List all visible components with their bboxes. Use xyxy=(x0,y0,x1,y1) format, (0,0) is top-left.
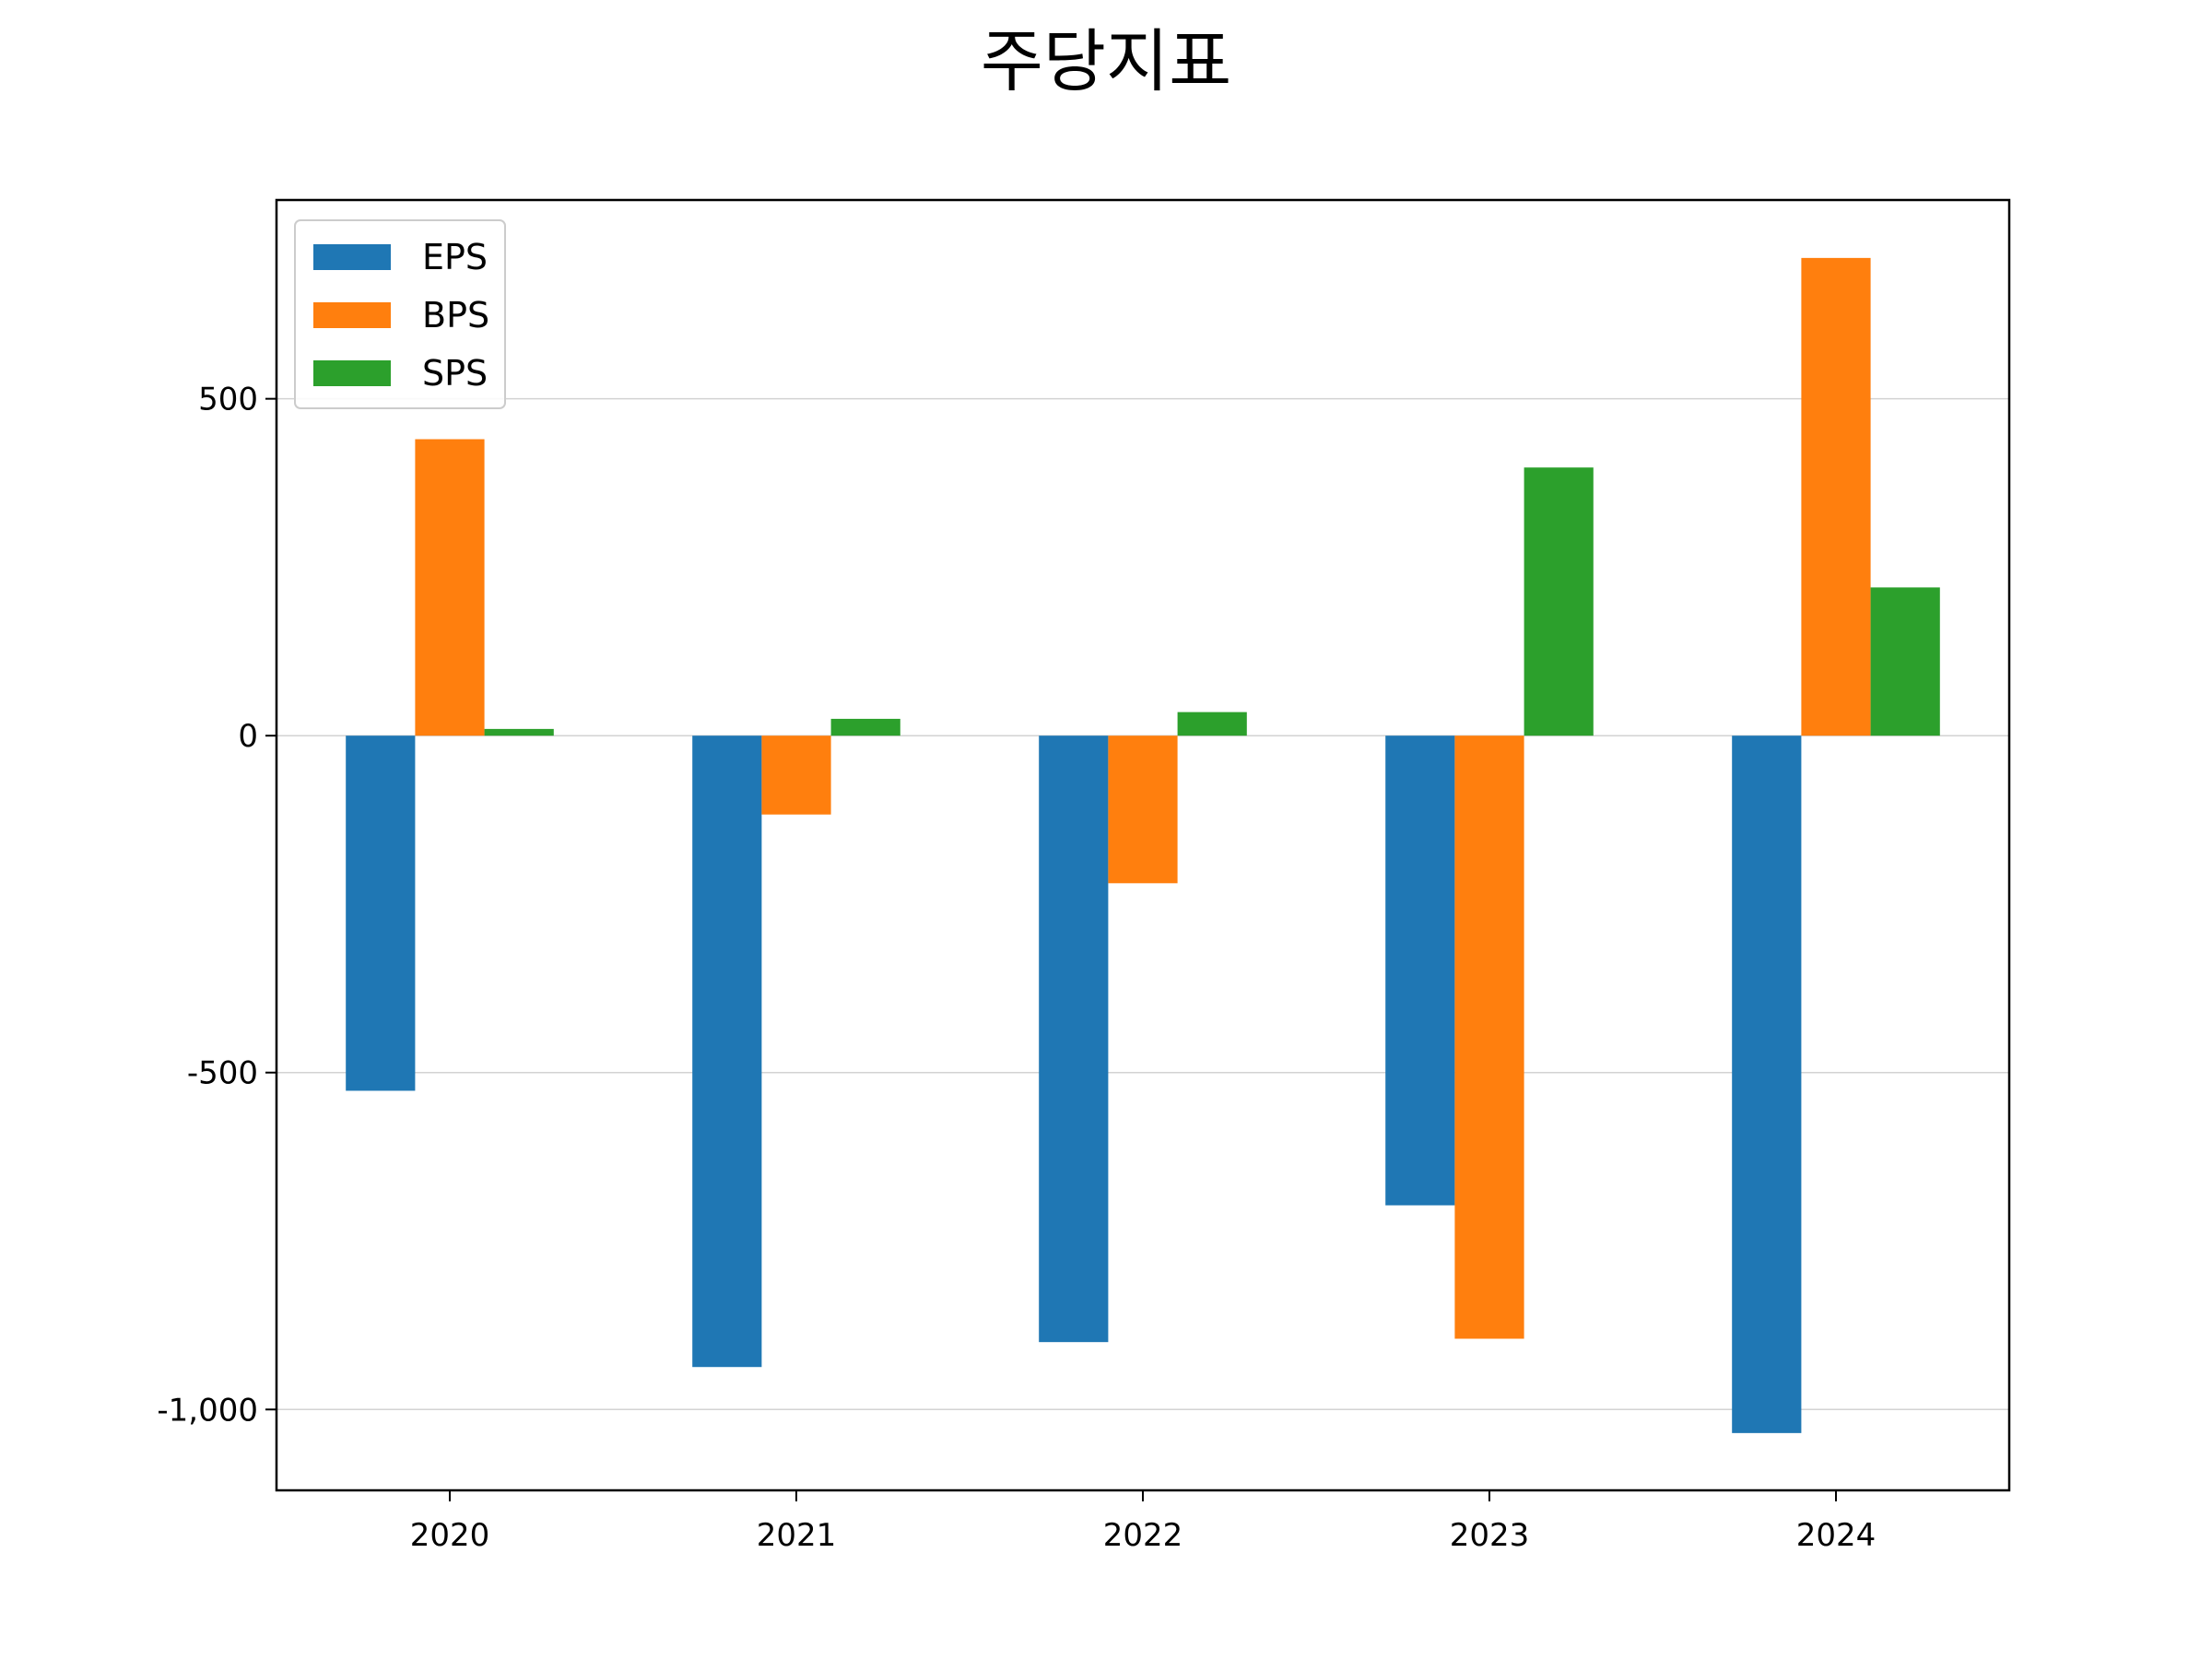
x-tick-label: 2023 xyxy=(1450,1517,1530,1554)
x-axis: 2020 2021 2022 2023 2024 xyxy=(410,1490,1877,1554)
legend-swatch-sps xyxy=(313,360,391,386)
bar-bps-2024 xyxy=(1801,257,1871,736)
bar-sps-2024 xyxy=(1870,587,1940,736)
bar-sps-2021 xyxy=(830,718,900,736)
y-tick-label: 500 xyxy=(198,382,258,418)
y-tick-label: 0 xyxy=(238,718,258,755)
x-tick-label: 2024 xyxy=(1796,1517,1877,1554)
bar-sps-2022 xyxy=(1177,712,1247,736)
bar-eps-2021 xyxy=(692,735,762,1368)
bar-eps-2024 xyxy=(1732,735,1802,1433)
bar-bps-2022 xyxy=(1108,735,1178,884)
grid-lines xyxy=(276,397,2009,1411)
chart-title: 주당지표 xyxy=(981,22,1231,101)
bars xyxy=(346,257,1940,1433)
legend-swatch-eps xyxy=(313,244,391,270)
legend-label-bps: BPS xyxy=(422,295,489,335)
legend-label-sps: SPS xyxy=(422,353,488,394)
bar-sps-2023 xyxy=(1524,467,1594,736)
y-tick-label: -1,000 xyxy=(157,1392,258,1429)
bar-eps-2020 xyxy=(346,735,416,1091)
bar-eps-2023 xyxy=(1385,735,1455,1206)
bar-sps-2020 xyxy=(484,728,554,736)
legend-label-eps: EPS xyxy=(422,237,488,277)
legend-swatch-bps xyxy=(313,302,391,328)
y-axis: 500 0 -500 -1,000 xyxy=(157,382,276,1429)
y-tick-label: -500 xyxy=(187,1055,258,1092)
legend: EPS BPS SPS xyxy=(294,219,506,409)
bar-bps-2021 xyxy=(761,735,831,815)
bar-eps-2022 xyxy=(1039,735,1109,1343)
bar-bps-2023 xyxy=(1454,735,1524,1339)
x-tick-label: 2020 xyxy=(410,1517,490,1554)
bar-bps-2020 xyxy=(415,439,485,736)
x-tick-label: 2021 xyxy=(757,1517,837,1554)
x-tick-label: 2022 xyxy=(1103,1517,1183,1554)
